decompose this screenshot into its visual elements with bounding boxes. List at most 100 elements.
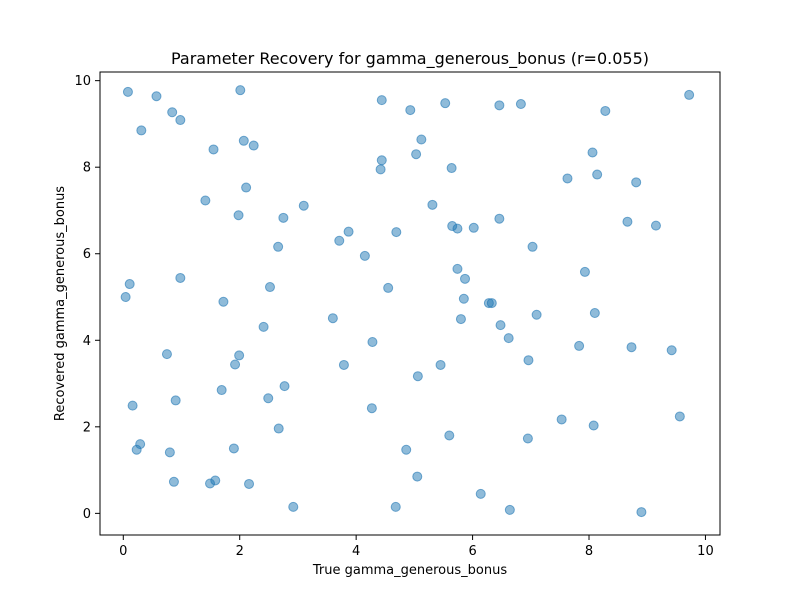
scatter-point-48 xyxy=(383,282,394,293)
scatter-point-50 xyxy=(460,273,471,284)
x-tick-label-4: 4 xyxy=(352,544,360,559)
scatter-point-12 xyxy=(684,89,695,100)
scatter-point-71 xyxy=(626,342,637,353)
plot-frame xyxy=(99,71,721,536)
scatter-point-21 xyxy=(587,147,598,158)
scatter-point-0 xyxy=(122,86,133,97)
scatter-point-90 xyxy=(168,476,179,487)
scatter-point-64 xyxy=(230,359,241,370)
scatter-point-1 xyxy=(151,91,162,102)
scatter-point-19 xyxy=(416,134,427,145)
scatter-point-54 xyxy=(579,266,590,277)
scatter-point-88 xyxy=(588,420,599,431)
scatter-point-36 xyxy=(650,220,661,231)
scatter-point-33 xyxy=(452,223,463,234)
y-tick-label-6: 6 xyxy=(83,247,91,262)
scatter-point-49 xyxy=(452,263,463,274)
scatter-point-96 xyxy=(412,471,423,482)
scatter-point-99 xyxy=(636,507,647,518)
scatter-point-18 xyxy=(411,149,422,160)
scatter-point-27 xyxy=(233,210,244,221)
scatter-point-5 xyxy=(136,125,147,136)
scatter-point-46 xyxy=(218,296,229,307)
x-tick-label-0: 0 xyxy=(119,544,127,559)
scatter-point-3 xyxy=(167,107,178,118)
scatter-point-94 xyxy=(288,501,299,512)
scatter-point-57 xyxy=(455,314,466,325)
scatter-point-45 xyxy=(120,292,131,303)
scatter-point-37 xyxy=(273,241,284,252)
scatter-point-28 xyxy=(278,212,289,223)
y-tick-label-10: 10 xyxy=(74,74,91,89)
scatter-point-93 xyxy=(244,478,255,489)
scatter-point-55 xyxy=(327,313,338,324)
scatter-point-86 xyxy=(522,433,533,444)
scatter-point-31 xyxy=(494,213,505,224)
scatter-point-73 xyxy=(216,385,227,396)
scatter-point-8 xyxy=(440,98,451,109)
scatter-point-67 xyxy=(435,359,446,370)
chart-title: Parameter Recovery for gamma_generous_bo… xyxy=(171,49,649,69)
scatter-point-35 xyxy=(622,216,633,227)
scatter-point-34 xyxy=(468,222,479,233)
scatter-point-81 xyxy=(131,444,142,455)
scatter-point-84 xyxy=(401,444,412,455)
scatter-point-78 xyxy=(366,403,377,414)
scatter-point-2 xyxy=(235,85,246,96)
scatter-point-76 xyxy=(127,400,138,411)
scatter-point-25 xyxy=(241,182,252,193)
x-tick-label-6: 6 xyxy=(468,544,476,559)
scatter-point-65 xyxy=(338,359,349,370)
scatter-point-38 xyxy=(334,235,345,246)
scatter-point-16 xyxy=(376,155,387,166)
scatter-point-41 xyxy=(391,227,402,238)
scatter-point-39 xyxy=(343,226,354,237)
x-axis-ticks: 0 2 4 6 8 10 xyxy=(119,535,714,559)
plot-area xyxy=(100,72,720,535)
scatter-point-14 xyxy=(238,135,249,146)
x-tick-label-8: 8 xyxy=(585,544,593,559)
scatter-point-62 xyxy=(161,349,172,360)
scatter-point-60 xyxy=(531,309,542,320)
scatter-point-70 xyxy=(574,340,585,351)
scatter-point-30 xyxy=(427,199,438,210)
scatter-point-47 xyxy=(264,282,275,293)
scatter-point-24 xyxy=(631,177,642,188)
scatter-point-13 xyxy=(208,144,219,155)
scatter-point-44 xyxy=(175,272,186,283)
y-tick-label-4: 4 xyxy=(83,334,91,349)
scatter-point-89 xyxy=(674,411,685,422)
scatter-point-58 xyxy=(495,320,506,331)
scatter-point-15 xyxy=(248,140,259,151)
x-tick-label-10: 10 xyxy=(697,544,714,559)
scatter-point-74 xyxy=(279,381,290,392)
scatter-point-6 xyxy=(376,95,387,106)
scatter-point-82 xyxy=(164,447,175,458)
points-layer xyxy=(120,85,695,518)
scatter-point-9 xyxy=(494,100,505,111)
scatter-point-43 xyxy=(124,279,135,290)
y-tick-label-8: 8 xyxy=(83,161,91,176)
y-axis-label: Recovered gamma_generous_bonus xyxy=(53,186,68,421)
scatter-point-72 xyxy=(666,345,677,356)
x-tick-label-2: 2 xyxy=(236,544,244,559)
scatter-point-85 xyxy=(444,430,455,441)
scatter-point-4 xyxy=(175,115,186,126)
scatter-point-40 xyxy=(359,250,370,261)
scatter-point-22 xyxy=(592,169,603,180)
scatter-point-23 xyxy=(562,173,573,184)
scatter-point-59 xyxy=(503,333,514,344)
scatter-point-63 xyxy=(234,350,245,361)
scatter-point-83 xyxy=(228,443,239,454)
x-axis-label: True gamma_generous_bonus xyxy=(312,563,507,578)
scatter-point-69 xyxy=(523,355,534,366)
scatter-point-53 xyxy=(486,298,497,309)
scatter-point-75 xyxy=(170,395,181,406)
scatter-point-95 xyxy=(390,501,401,512)
scatter-point-87 xyxy=(556,414,567,425)
scatter-point-98 xyxy=(504,504,515,515)
scatter-point-17 xyxy=(375,164,386,175)
scatter-point-26 xyxy=(200,195,211,206)
scatter-point-77 xyxy=(263,393,274,404)
